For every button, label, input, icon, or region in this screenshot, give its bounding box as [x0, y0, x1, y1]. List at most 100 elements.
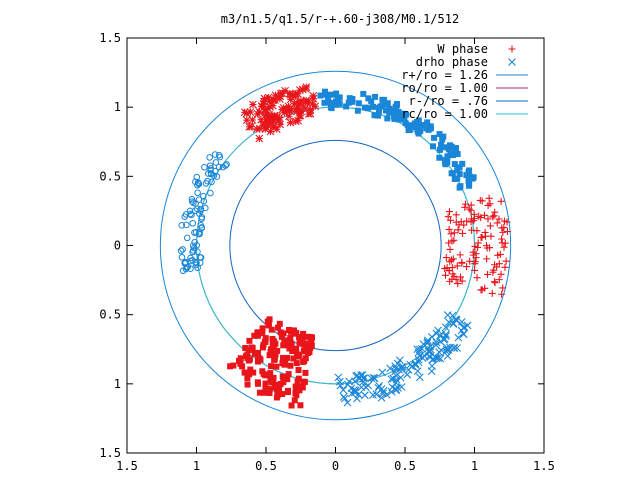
data-point [259, 330, 266, 337]
data-point [266, 352, 273, 359]
data-point [447, 256, 455, 264]
legend-marker [508, 45, 516, 53]
data-point [324, 94, 331, 101]
data-point [397, 363, 406, 372]
data-point [456, 164, 463, 171]
legend-label: rc/ro = 1.00 [401, 107, 488, 121]
data-point [498, 290, 506, 298]
data-point [436, 146, 443, 153]
data-point [432, 341, 440, 349]
data-point [182, 258, 189, 266]
data-point [281, 356, 288, 363]
data-point [194, 181, 201, 189]
data-point [183, 221, 190, 229]
legend-label: r-/ro = .76 [409, 94, 488, 108]
data-point [497, 197, 505, 205]
data-point [446, 245, 454, 253]
data-point [365, 95, 372, 102]
data-point [246, 108, 255, 116]
data-point [257, 356, 264, 363]
data-point [227, 363, 234, 370]
data-point [504, 228, 512, 236]
data-point [255, 124, 264, 133]
data-point [286, 118, 295, 127]
data-point [290, 355, 297, 362]
data-point [288, 402, 295, 409]
data-point [453, 344, 461, 352]
data-point [245, 357, 252, 364]
legend-label: ro/ro = 1.00 [401, 81, 488, 95]
data-point [268, 326, 275, 333]
data-point [449, 320, 458, 328]
data-point [291, 92, 299, 101]
data-point [336, 100, 343, 107]
data-point [361, 104, 368, 111]
data-point [452, 218, 460, 226]
data-point [450, 229, 458, 237]
data-point [291, 346, 298, 353]
data-point [187, 210, 194, 218]
data-point [486, 200, 494, 208]
data-point [457, 318, 466, 326]
data-point [444, 153, 451, 160]
y-tick-label: 0.5 [99, 308, 121, 322]
data-point [436, 337, 445, 346]
circle-r-ro [229, 139, 442, 352]
data-point [423, 336, 432, 345]
data-point [494, 251, 502, 259]
data-point [371, 112, 378, 119]
data-point [197, 254, 205, 261]
data-point [423, 125, 430, 132]
data-point [467, 201, 475, 209]
legend-label: drho phase [416, 55, 488, 69]
data-point [486, 222, 494, 230]
data-point [435, 348, 443, 356]
data-point [495, 276, 503, 284]
data-point [309, 91, 318, 100]
data-point [461, 203, 469, 211]
data-point [456, 171, 463, 178]
data-point [189, 198, 196, 205]
data-point [189, 219, 197, 227]
data-point [259, 325, 266, 332]
data-point [237, 360, 244, 367]
data-point [286, 338, 293, 345]
data-point [501, 239, 509, 247]
data-point [276, 320, 283, 327]
data-point [178, 253, 186, 261]
data-point [471, 266, 479, 274]
data-point [336, 381, 345, 390]
data-point [306, 105, 315, 114]
data-point [415, 130, 422, 137]
data-point [261, 111, 269, 120]
data-point [454, 333, 463, 342]
data-point [391, 112, 398, 119]
data-point [498, 235, 506, 243]
data-point [447, 230, 455, 238]
data-point [187, 254, 194, 262]
data-point [271, 96, 279, 104]
data-point [242, 345, 249, 352]
data-point [179, 246, 186, 253]
data-point [177, 247, 185, 255]
data-point [445, 225, 453, 233]
data-point [260, 389, 267, 396]
data-point [264, 93, 273, 102]
data-point [273, 394, 280, 401]
data-point [286, 90, 295, 99]
data-point [270, 122, 278, 130]
data-point [499, 228, 507, 236]
data-point [339, 386, 348, 394]
data-point [367, 374, 376, 383]
data-point [272, 350, 279, 357]
data-point [446, 258, 454, 266]
data-point [266, 316, 273, 323]
data-point [497, 270, 505, 278]
data-point [490, 278, 498, 286]
data-point [432, 354, 441, 363]
data-point [254, 349, 261, 356]
data-point [456, 184, 463, 191]
data-point [427, 123, 434, 130]
data-point [418, 122, 425, 129]
